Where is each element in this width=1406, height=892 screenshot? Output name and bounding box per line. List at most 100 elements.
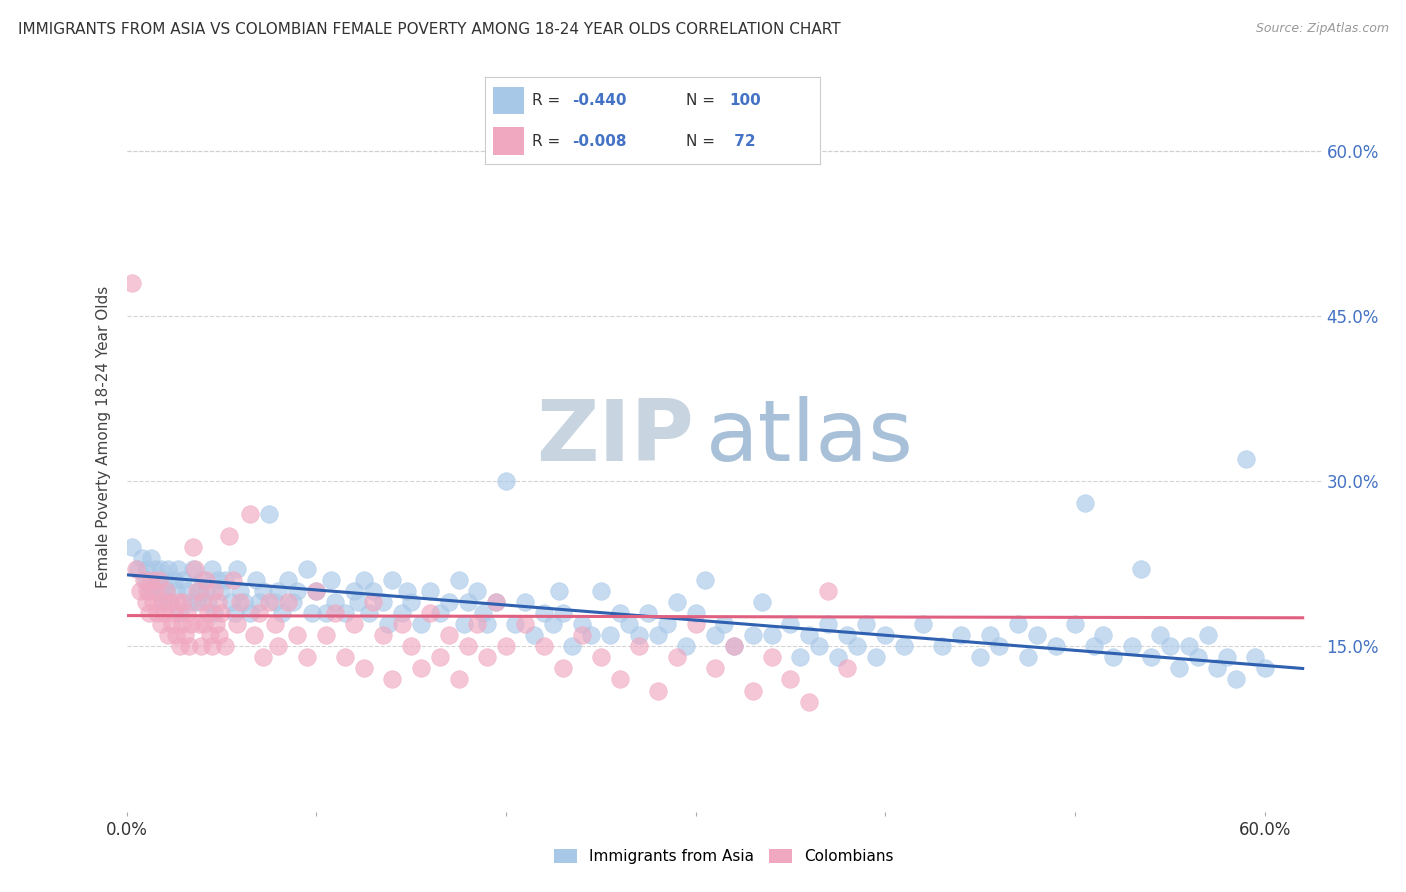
Point (475, 650, 498, 665)
Point (543, 617, 565, 632)
Point (561, 640, 583, 654)
Point (703, 661, 725, 675)
Point (419, 584, 441, 599)
Point (475, 617, 498, 632)
Point (551, 607, 574, 621)
Point (128, 584, 150, 599)
Point (647, 683, 669, 698)
Point (609, 673, 631, 687)
Point (695, 574, 717, 588)
Point (181, 541, 204, 555)
Point (969, 650, 991, 665)
Point (301, 607, 323, 621)
Point (218, 529, 240, 543)
Point (931, 640, 953, 654)
Legend: Immigrants from Asia, Colombians: Immigrants from Asia, Colombians (554, 849, 894, 864)
Point (152, 595, 174, 609)
Point (155, 584, 177, 599)
Point (271, 607, 294, 621)
Point (741, 683, 763, 698)
Point (201, 640, 224, 654)
Point (571, 617, 593, 632)
Point (121, 541, 143, 555)
Point (121, 276, 143, 290)
Point (267, 640, 290, 654)
Point (149, 617, 172, 632)
Point (277, 574, 299, 588)
Point (988, 640, 1011, 654)
Point (713, 617, 735, 632)
Point (204, 617, 226, 632)
Point (723, 640, 745, 654)
Point (277, 595, 299, 609)
Point (146, 574, 169, 588)
Point (165, 584, 187, 599)
Point (267, 584, 290, 599)
Point (295, 650, 318, 665)
Point (225, 617, 247, 632)
Point (1130, 562, 1153, 576)
Point (1168, 661, 1191, 675)
Point (657, 617, 679, 632)
Point (912, 617, 935, 632)
Point (799, 694, 821, 708)
Point (180, 595, 202, 609)
Point (675, 640, 697, 654)
Point (148, 574, 170, 588)
Point (467, 617, 489, 632)
Point (371, 628, 394, 642)
Point (155, 584, 177, 599)
Point (305, 584, 328, 599)
Point (233, 595, 256, 609)
Point (225, 562, 247, 576)
Point (761, 650, 783, 665)
Point (1187, 650, 1209, 665)
Point (371, 595, 394, 609)
Point (799, 628, 821, 642)
Point (134, 595, 156, 609)
Point (979, 628, 1001, 642)
Point (453, 617, 475, 632)
Point (685, 617, 707, 632)
Point (152, 595, 174, 609)
Point (127, 562, 149, 576)
Point (396, 584, 419, 599)
Point (136, 584, 159, 599)
Point (399, 640, 422, 654)
Point (779, 673, 801, 687)
Point (315, 628, 337, 642)
Point (195, 584, 218, 599)
Point (627, 640, 650, 654)
Point (1017, 650, 1039, 665)
Point (1121, 640, 1143, 654)
Point (169, 640, 191, 654)
Point (1092, 628, 1115, 642)
Point (202, 584, 225, 599)
Point (131, 551, 153, 566)
Point (485, 595, 508, 609)
Point (209, 584, 232, 599)
Point (125, 562, 148, 576)
Point (224, 607, 246, 621)
Point (581, 628, 603, 642)
Point (257, 595, 280, 609)
Point (1064, 617, 1087, 632)
Point (399, 595, 422, 609)
Point (599, 628, 621, 642)
Point (285, 584, 308, 599)
Point (1149, 628, 1171, 642)
Point (187, 584, 209, 599)
Point (257, 507, 280, 521)
Point (160, 617, 183, 632)
Point (837, 628, 859, 642)
Point (209, 607, 232, 621)
Point (741, 628, 763, 642)
Point (172, 574, 194, 588)
Point (333, 650, 356, 665)
Point (252, 650, 274, 665)
Point (950, 628, 973, 642)
Point (195, 574, 218, 588)
Point (184, 562, 207, 576)
Point (589, 650, 612, 665)
Point (1073, 496, 1095, 510)
